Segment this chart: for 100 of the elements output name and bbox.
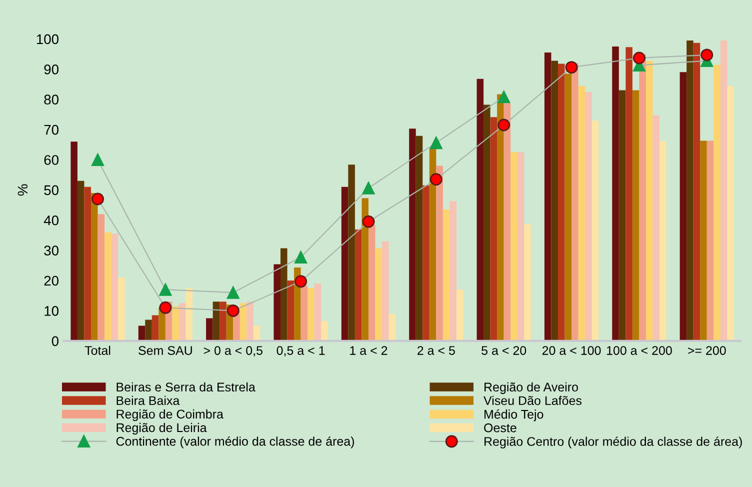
- bar: [314, 284, 322, 341]
- point: [294, 251, 308, 264]
- bar: [90, 192, 98, 341]
- bar: [652, 115, 660, 341]
- bar: [118, 277, 125, 341]
- bar: [409, 128, 416, 341]
- bar: [544, 52, 552, 341]
- bar: [612, 46, 619, 341]
- bar: [524, 224, 531, 341]
- bar: [680, 72, 687, 341]
- legend-label: Médio Tejo: [484, 409, 544, 422]
- bar: [476, 78, 484, 341]
- legend-label: Viseu Dão Lafões: [484, 396, 582, 406]
- point: [430, 173, 442, 186]
- bar: [354, 229, 362, 341]
- legend-label: Beiras e Serra da Estrela: [116, 382, 256, 392]
- bar: [558, 64, 565, 341]
- y-tick-label: 60: [44, 155, 59, 165]
- y-tick-label: 10: [44, 306, 59, 316]
- x-tick-label: 0,5 a < 1: [276, 346, 325, 356]
- point: [159, 283, 172, 296]
- bar: [422, 185, 430, 341]
- bar: [660, 141, 666, 341]
- y-tick-label: 100: [36, 34, 59, 44]
- legend-label: Região de Coimbra: [116, 409, 224, 422]
- bar: [551, 60, 558, 341]
- x-tick-label: 100 a < 200: [606, 346, 672, 355]
- y-tick-label: 40: [44, 215, 59, 226]
- bar: [585, 92, 592, 341]
- bar: [618, 90, 626, 341]
- x-tick-label: > 0 a < 0,5: [204, 346, 262, 356]
- bar: [490, 117, 498, 341]
- bar: [246, 302, 254, 341]
- bar: [206, 318, 213, 341]
- bar: [178, 303, 186, 341]
- bar: [308, 288, 314, 341]
- point: [632, 52, 646, 64]
- x-tick-label: >= 200: [688, 346, 726, 355]
- bar: [220, 302, 226, 341]
- bar: [639, 54, 646, 341]
- point: [430, 136, 442, 150]
- bar: [646, 61, 653, 341]
- bar: [77, 180, 84, 341]
- bar: [727, 86, 734, 341]
- point: [294, 275, 308, 288]
- bar: [504, 103, 511, 341]
- point: [226, 304, 240, 317]
- bar: [321, 321, 328, 341]
- point: [565, 61, 578, 74]
- x-tick-label: Sem SAU: [138, 346, 192, 355]
- bar: [240, 303, 247, 341]
- bar: [362, 198, 368, 341]
- x-tick-label: 1 a < 2: [350, 346, 388, 355]
- bar: [429, 148, 436, 341]
- legend-label: Beira Baixa: [116, 396, 180, 406]
- bar: [382, 241, 389, 341]
- bar: [564, 74, 572, 341]
- bar: [442, 210, 450, 341]
- legend-label: Região de Leiria: [116, 422, 207, 435]
- bar: [456, 290, 464, 341]
- bar: [280, 248, 288, 341]
- bar: [484, 104, 490, 341]
- bar: [84, 186, 91, 341]
- bar: [287, 280, 294, 341]
- bar: [693, 42, 700, 341]
- x-tick-label: 2 a < 5: [418, 346, 455, 355]
- legend-label: Região Centro (valor médio da classe de área): [484, 436, 742, 448]
- bar: [632, 90, 640, 341]
- point: [226, 286, 240, 299]
- bar: [714, 64, 720, 341]
- bar: [341, 186, 348, 341]
- point: [498, 90, 510, 104]
- bar: [517, 152, 524, 341]
- bar: [104, 232, 112, 341]
- point: [700, 48, 714, 62]
- bar: [510, 152, 518, 341]
- y-tick-label: 80: [44, 94, 59, 105]
- y-tick-label: 90: [44, 64, 59, 74]
- bar: [98, 214, 105, 341]
- legend-label: Continente (valor médio da classe de área): [116, 436, 354, 448]
- bar: [172, 306, 179, 341]
- y-tick-label: 50: [44, 185, 59, 196]
- point: [362, 182, 375, 194]
- bar: [700, 140, 707, 341]
- bar: [578, 86, 586, 341]
- bar: [300, 286, 308, 341]
- legend-label: Região de Aveiro: [484, 382, 578, 394]
- bar: [388, 314, 396, 341]
- bar: [368, 224, 376, 341]
- x-tick-label: 20 a < 100: [542, 346, 601, 355]
- bar: [375, 248, 382, 341]
- point: [92, 153, 104, 166]
- bar: [274, 264, 280, 341]
- bar: [436, 166, 443, 341]
- point: [92, 192, 104, 206]
- y-tick-label: 30: [44, 246, 59, 256]
- bar: [706, 140, 714, 341]
- bar: [572, 63, 578, 341]
- bar: [497, 94, 504, 341]
- bar: [186, 288, 193, 341]
